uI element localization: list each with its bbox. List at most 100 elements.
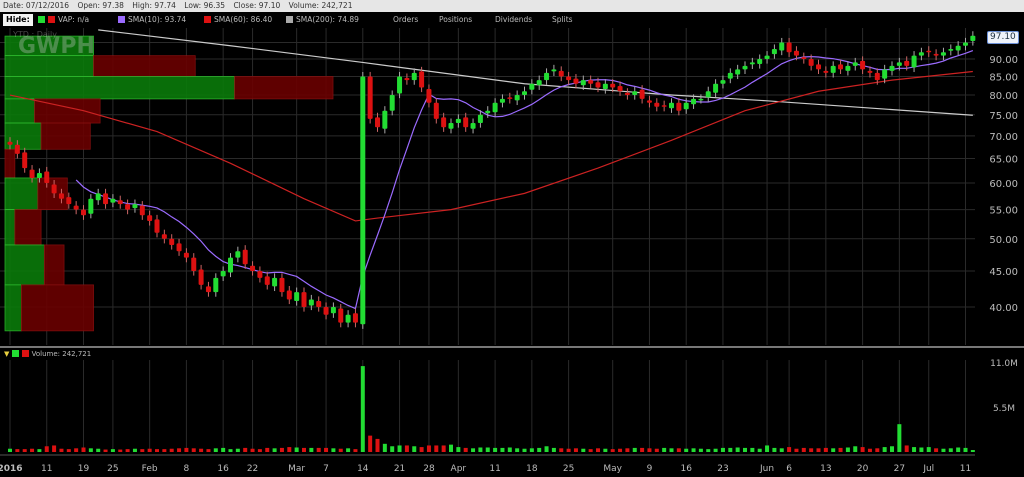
candle-body <box>963 42 968 46</box>
legend-sma60[interactable]: SMA(60): 86.40 <box>204 12 272 28</box>
candle-body <box>514 95 520 101</box>
legend-sma10-label: SMA(10): 93.74 <box>128 15 187 24</box>
volume-bar <box>8 448 12 452</box>
candle-body <box>316 300 322 307</box>
candle-body <box>823 70 829 73</box>
x-tick-label: Jul <box>922 464 934 474</box>
splits-toggle[interactable]: Splits <box>552 15 573 24</box>
candle-body <box>404 78 410 81</box>
candle-body <box>955 45 961 51</box>
volume-bar <box>603 448 608 452</box>
legend-sma10[interactable]: SMA(10): 93.74 <box>118 12 186 28</box>
volume-bar <box>919 447 924 452</box>
volume-legend-label: Volume: 242,721 <box>31 350 92 358</box>
x-tick-label: Apr <box>451 464 467 474</box>
volume-bar <box>912 447 917 452</box>
candle-body <box>301 292 307 307</box>
candle-body <box>595 82 601 88</box>
candle-body <box>830 65 836 73</box>
volume-bar <box>140 449 145 452</box>
volume-bar <box>30 448 35 452</box>
dividends-toggle[interactable]: Dividends <box>495 15 533 24</box>
candle-body <box>698 98 704 101</box>
candle-body <box>279 277 285 293</box>
volume-bar <box>221 447 226 452</box>
volume-bar <box>713 448 718 452</box>
orders-toggle[interactable]: Orders <box>393 15 419 24</box>
candle-body <box>389 95 395 111</box>
volume-bar <box>478 447 483 452</box>
volume-bar <box>559 448 564 452</box>
volume-tick-label: 5.5M <box>993 404 1015 414</box>
volume-bar <box>941 448 946 452</box>
volume-bar <box>279 447 284 452</box>
volume-bar <box>684 448 689 452</box>
candle-body <box>720 80 726 84</box>
candle-body <box>610 83 616 88</box>
volume-bar <box>794 448 799 452</box>
volume-bar <box>390 446 395 452</box>
candle-body <box>213 277 219 293</box>
legend-vap[interactable]: VAP: n/a <box>38 12 89 28</box>
candle-body <box>375 117 380 128</box>
volume-bar <box>772 447 777 452</box>
volume-bar <box>441 445 446 452</box>
volume-bar <box>515 448 520 452</box>
legend-sma200[interactable]: SMA(200): 74.89 <box>286 12 359 28</box>
volume-bar <box>88 448 93 452</box>
vap-sell-bar <box>4 148 16 179</box>
info-high: High: 97.74 <box>132 1 176 10</box>
candle-body <box>845 65 851 71</box>
collapse-triangle-icon[interactable]: ▼ <box>4 350 10 358</box>
x-tick-label: 18 <box>526 464 538 474</box>
vap-buy-swatch-icon <box>38 16 45 23</box>
volume-bar <box>845 447 850 452</box>
volume-bar <box>22 449 27 452</box>
candle-body <box>308 299 314 306</box>
volume-bar <box>529 448 534 452</box>
candle-body <box>103 193 109 205</box>
y-tick-label: 90.00 <box>989 55 1018 66</box>
volume-bar <box>125 449 130 452</box>
volume-legend: ▼ Volume: 242,721 <box>4 350 91 358</box>
volume-bar <box>897 424 902 452</box>
volume-bar <box>706 449 711 452</box>
candle-body <box>360 76 366 325</box>
volume-bar <box>647 448 652 452</box>
vap-buy-bar <box>4 98 35 124</box>
volume-bar <box>287 447 292 452</box>
candle-body <box>933 53 939 56</box>
candle-body <box>433 102 439 119</box>
volume-bar <box>206 449 211 452</box>
candle-body <box>779 42 785 51</box>
candle-body <box>970 35 976 41</box>
hide-button[interactable]: Hide: <box>3 14 33 26</box>
candle-body <box>676 102 682 111</box>
candle-body <box>602 83 608 90</box>
volume-bar <box>382 443 387 452</box>
x-tick-label: 19 <box>78 464 90 474</box>
volume-bar <box>338 448 343 452</box>
volume-bar <box>662 447 667 452</box>
x-tick-label: 25 <box>563 464 574 474</box>
x-tick-label: 16 <box>217 464 229 474</box>
candle-body <box>51 184 57 194</box>
y-tick-label: 65.00 <box>989 155 1018 166</box>
volume-bar <box>625 448 630 452</box>
volume-bar <box>191 448 196 452</box>
candle-body <box>544 72 550 81</box>
vap-sell-bar <box>20 284 94 332</box>
volume-bar <box>956 447 961 452</box>
volume-bar <box>640 447 645 452</box>
volume-bar <box>765 445 770 452</box>
positions-toggle[interactable]: Positions <box>439 15 473 24</box>
volume-bar <box>309 447 314 452</box>
candle-body <box>455 118 461 124</box>
candle-body <box>683 102 689 110</box>
vap-sell-bar <box>14 209 42 246</box>
candle-body <box>477 114 483 124</box>
volume-bar <box>948 448 953 452</box>
vap-buy-bar <box>4 122 42 150</box>
candle-body <box>470 123 476 129</box>
